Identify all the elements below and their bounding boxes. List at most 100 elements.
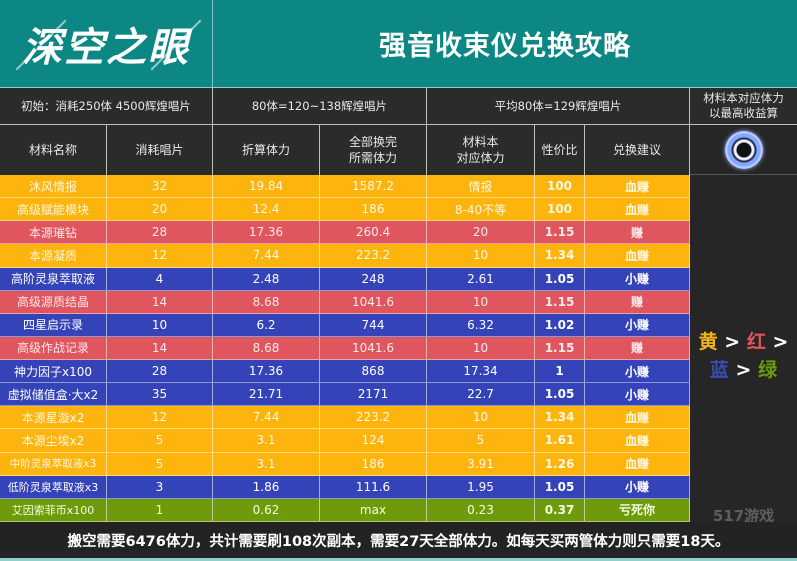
info-side-note: 材料本对应体力 以最高收益算 <box>703 91 784 120</box>
watermark: 517游戏 <box>712 507 775 525</box>
column-header-row: 材料名称 消耗唱片 折算体力 全部换完 所需体力 材料本 对应体力 性价比 兑换… <box>0 125 690 175</box>
cell-stamina: 17.36 <box>213 360 320 383</box>
table-row: 低阶灵泉萃取液x3 3 1.86 111.6 1.95 1.05 小赚 <box>0 475 690 499</box>
cell-stamina: 2.48 <box>213 267 320 290</box>
cell-cost: 32 <box>107 175 213 198</box>
column-header-name: 材料名称 <box>0 125 107 175</box>
cell-total: 223.2 <box>320 406 427 429</box>
cell-stamina: 7.44 <box>213 244 320 267</box>
cell-stamina: 17.36 <box>213 221 320 244</box>
cell-advice: 血赚 <box>585 406 690 429</box>
info-row: 初始：消耗250体 4500辉煌唱片 80体=120~138辉煌唱片 平均80体… <box>0 88 797 125</box>
table-row: 本源凝质 12 7.44 223.2 10 1.34 血赚 <box>0 244 690 268</box>
cell-dungeon: 10 <box>427 336 535 359</box>
info-stamina-rate: 80体=120~138辉煌唱片 <box>213 88 427 124</box>
table-row: 高阶灵泉萃取液 4 2.48 248 2.61 1.05 小赚 <box>0 267 690 291</box>
cell-stamina: 0.62 <box>213 498 320 521</box>
column-header-total: 全部换完 所需体力 <box>320 125 427 175</box>
cell-dungeon: 情报 <box>427 175 535 198</box>
cell-name: 本源星漩x2 <box>0 406 107 429</box>
column-header-advice: 兑换建议 <box>585 125 690 175</box>
cell-total: 124 <box>320 429 427 452</box>
table-row: 沐风情报 32 19.84 1587.2 情报 100 血赚 <box>0 175 690 199</box>
cell-ratio: 1.05 <box>535 383 585 406</box>
cell-advice: 小赚 <box>585 267 690 290</box>
cell-cost: 14 <box>107 336 213 359</box>
cell-total: 868 <box>320 360 427 383</box>
cell-cost: 3 <box>107 475 213 498</box>
cell-ratio: 1.15 <box>535 336 585 359</box>
column-header-stamina: 折算体力 <box>213 125 320 175</box>
table-row: 中阶灵泉萃取液x3 5 3.1 186 3.91 1.26 血赚 <box>0 452 690 476</box>
cell-advice: 亏死你 <box>585 498 690 521</box>
cell-dungeon: 3.91 <box>427 452 535 475</box>
legend-separator: > <box>735 359 752 381</box>
cell-name: 高级作战记录 <box>0 336 107 359</box>
cell-advice: 小赚 <box>585 360 690 383</box>
footer-text: 搬空需要6476体力，共计需要刷108次副本，需要27天全部体力。如每天买两管体… <box>67 533 730 550</box>
cell-stamina: 6.2 <box>213 313 320 336</box>
cell-total: 186 <box>320 452 427 475</box>
cell-cost: 35 <box>107 383 213 406</box>
cell-advice: 血赚 <box>585 198 690 221</box>
legend-separator: > <box>724 331 741 353</box>
cell-ratio: 1 <box>535 360 585 383</box>
cell-total: 223.2 <box>320 244 427 267</box>
column-header-dungeon: 材料本 对应体力 <box>427 125 535 175</box>
cell-total: 248 <box>320 267 427 290</box>
cell-advice: 血赚 <box>585 175 690 198</box>
cell-name: 高阶灵泉萃取液 <box>0 267 107 290</box>
cell-total: 260.4 <box>320 221 427 244</box>
cell-dungeon: 17.34 <box>427 360 535 383</box>
cell-stamina: 1.86 <box>213 475 320 498</box>
table-row: 本源星漩x2 12 7.44 223.2 10 1.34 血赚 <box>0 406 690 430</box>
cell-dungeon: 0.23 <box>427 498 535 521</box>
material-table: 沐风情报 32 19.84 1587.2 情报 100 血赚 高级赋能模块 20… <box>0 175 690 522</box>
cell-cost: 28 <box>107 221 213 244</box>
legend-green: 绿 <box>758 359 778 381</box>
table-row: 高级作战记录 14 8.68 1041.6 10 1.15 赚 <box>0 336 690 360</box>
table-row: 神力因子x100 28 17.36 868 17.34 1 小赚 <box>0 360 690 384</box>
cell-dungeon: 10 <box>427 244 535 267</box>
legend-yellow: 黄 <box>698 331 718 353</box>
cell-advice: 小赚 <box>585 475 690 498</box>
color-legend: 黄 > 红 > 蓝 > 绿 <box>690 328 797 384</box>
cell-advice: 小赚 <box>585 313 690 336</box>
cell-ratio: 1.15 <box>535 221 585 244</box>
cell-cost: 5 <box>107 429 213 452</box>
cell-ratio: 100 <box>535 175 585 198</box>
cell-ratio: 1.05 <box>535 475 585 498</box>
page-title: 强音收束仪兑换攻略 <box>379 31 631 62</box>
cell-cost: 10 <box>107 313 213 336</box>
cell-cost: 12 <box>107 406 213 429</box>
cell-name: 本源凝质 <box>0 244 107 267</box>
cell-cost: 28 <box>107 360 213 383</box>
cell-name: 艾因索菲币x100 <box>0 498 107 521</box>
cell-dungeon: 22.7 <box>427 383 535 406</box>
cell-ratio: 0.37 <box>535 498 585 521</box>
cell-advice: 血赚 <box>585 429 690 452</box>
cell-total: 186 <box>320 198 427 221</box>
column-header-cost: 消耗唱片 <box>107 125 213 175</box>
game-logo: 深空之眼 <box>0 0 213 87</box>
table-row: 高级源质结晶 14 8.68 1041.6 10 1.15 赚 <box>0 290 690 314</box>
cell-advice: 赚 <box>585 336 690 359</box>
cell-cost: 12 <box>107 244 213 267</box>
cell-advice: 小赚 <box>585 383 690 406</box>
cell-total: 1041.6 <box>320 290 427 313</box>
page-header: 深空之眼 强音收束仪兑换攻略 <box>0 0 797 88</box>
cell-stamina: 3.1 <box>213 429 320 452</box>
cell-ratio: 1.34 <box>535 406 585 429</box>
cell-dungeon: 20 <box>427 221 535 244</box>
cell-total: max <box>320 498 427 521</box>
table-row: 本源璀钻 28 17.36 260.4 20 1.15 赚 <box>0 221 690 245</box>
cell-advice: 血赚 <box>585 244 690 267</box>
orb-icon <box>724 130 763 169</box>
table-row: 高级赋能模块 20 12.4 186 8-40不等 100 血赚 <box>0 198 690 222</box>
cell-name: 中阶灵泉萃取液x3 <box>0 452 107 475</box>
cell-dungeon: 10 <box>427 406 535 429</box>
cell-ratio: 1.02 <box>535 313 585 336</box>
cell-name: 高级赋能模块 <box>0 198 107 221</box>
column-header-ratio: 性价比 <box>535 125 585 175</box>
cell-cost: 1 <box>107 498 213 521</box>
